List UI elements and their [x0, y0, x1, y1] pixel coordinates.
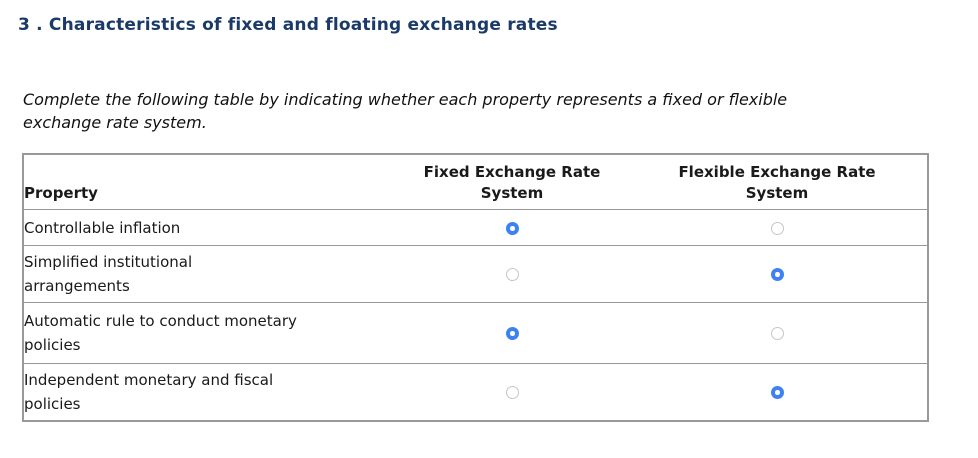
radio-fixed[interactable] [505, 268, 519, 281]
flexible-choice-cell [627, 302, 928, 364]
property-label: Independent monetary and fiscal policies [23, 363, 397, 421]
column-header-fixed-exchange-rate: Fixed Exchange Rate System [423, 163, 601, 202]
radio-fixed[interactable] [505, 327, 519, 340]
fixed-choice-cell [397, 245, 627, 303]
flexible-choice-cell [627, 245, 928, 303]
fixed-choice-cell [397, 302, 627, 364]
property-label: Automatic rule to conduct monetary polic… [23, 302, 397, 364]
radio-flexible[interactable] [770, 386, 784, 399]
table-row: Simplified institutional arrangements [23, 245, 928, 303]
radio-flexible[interactable] [770, 221, 784, 235]
radio-fixed[interactable] [505, 386, 519, 399]
radio-flexible[interactable] [770, 327, 784, 340]
property-label: Simplified institutional arrangements [23, 245, 397, 303]
table-row: Independent monetary and fiscal policies [23, 363, 928, 421]
instruction-text: Complete the following table by indicati… [23, 90, 788, 132]
flexible-choice-cell [627, 363, 928, 421]
fixed-choice-cell [397, 363, 627, 421]
column-header-property: Property [24, 184, 98, 202]
table-header-row: Property Fixed Exchange Rate System Flex… [23, 154, 928, 210]
fixed-choice-cell [397, 209, 627, 246]
flexible-choice-cell [627, 209, 928, 246]
column-header-flexible-exchange-rate: Flexible Exchange Rate System [678, 163, 876, 202]
properties-table: Property Fixed Exchange Rate System Flex… [22, 153, 929, 422]
radio-fixed[interactable] [505, 221, 519, 235]
table-row: Controllable inflation [23, 209, 928, 246]
property-label: Controllable inflation [23, 209, 397, 246]
radio-flexible[interactable] [770, 268, 784, 281]
table-row: Automatic rule to conduct monetary polic… [23, 302, 928, 364]
page-title: 3 . Characteristics of fixed and floatin… [18, 15, 558, 35]
